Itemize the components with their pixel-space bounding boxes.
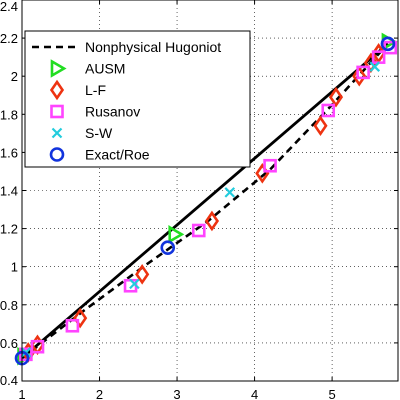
x-tick-label: 3 <box>173 387 180 400</box>
legend: Nonphysical Hugoniot AUSM L-F Rusanov S-W Exa… <box>24 30 251 168</box>
legend-box <box>24 30 251 168</box>
rusanov-point <box>356 65 370 80</box>
y-tick-label: 2.4 <box>0 0 18 14</box>
ausm-point <box>168 225 185 244</box>
legend-label-ausm: AUSM <box>85 61 125 77</box>
s-w-point <box>369 61 381 72</box>
l-f-point <box>352 65 367 87</box>
exact-roe-point <box>160 240 176 255</box>
rusanov-point <box>65 318 80 333</box>
x-tick-label: 4 <box>251 387 258 400</box>
l-f-point <box>313 115 328 137</box>
rusanov-point <box>321 103 336 118</box>
exact-roe-point <box>380 36 396 52</box>
legend-label-s-w: S-W <box>85 125 113 141</box>
legend-label-l-f: L-F <box>85 82 106 98</box>
legend-label-nonphysical-hugoniot: Nonphysical Hugoniot <box>85 39 221 55</box>
y-tick-label: 0.4 <box>0 373 18 388</box>
rusanov-point <box>263 158 277 173</box>
y-tick-label: 2 <box>11 69 18 84</box>
legend-swatch-rusanov <box>50 104 64 119</box>
y-tick-label: 0.8 <box>0 298 18 313</box>
l-f-point <box>328 86 344 108</box>
rusanov-point <box>19 347 33 362</box>
x-tick-label: 2 <box>96 387 103 400</box>
s-w-point <box>129 278 140 290</box>
l-f-point <box>204 210 220 232</box>
y-tick-label: 2.2 <box>0 31 18 46</box>
y-tick-label: 1.6 <box>0 145 18 160</box>
legend-swatch-ausm <box>50 59 67 78</box>
l-f-point <box>73 307 88 329</box>
rusanov-point <box>123 278 138 293</box>
series-markers <box>14 32 398 366</box>
rusanov-point <box>191 223 206 238</box>
y-tick-label: 1.8 <box>0 107 18 122</box>
y-tick-label: 1 <box>11 260 18 275</box>
rusanov-point <box>30 339 45 354</box>
reference-line <box>21 42 389 360</box>
legend-swatch-exact-roe <box>49 147 65 162</box>
y-tick-label: 1.2 <box>0 222 18 237</box>
x-tick-label: 5 <box>328 387 335 400</box>
y-tick-label: 1.4 <box>0 184 18 199</box>
y-tick-label: 0.6 <box>0 336 18 351</box>
s-w-point <box>224 187 236 198</box>
x-tick-label: 1 <box>18 387 25 400</box>
legend-swatch-l-f <box>49 79 65 101</box>
l-f-point <box>135 264 150 285</box>
legend-label-exact-roe: Exact/Roe <box>85 147 150 163</box>
legend-label-rusanov: Rusanov <box>85 104 140 120</box>
legend-swatch-s-w <box>51 127 63 139</box>
